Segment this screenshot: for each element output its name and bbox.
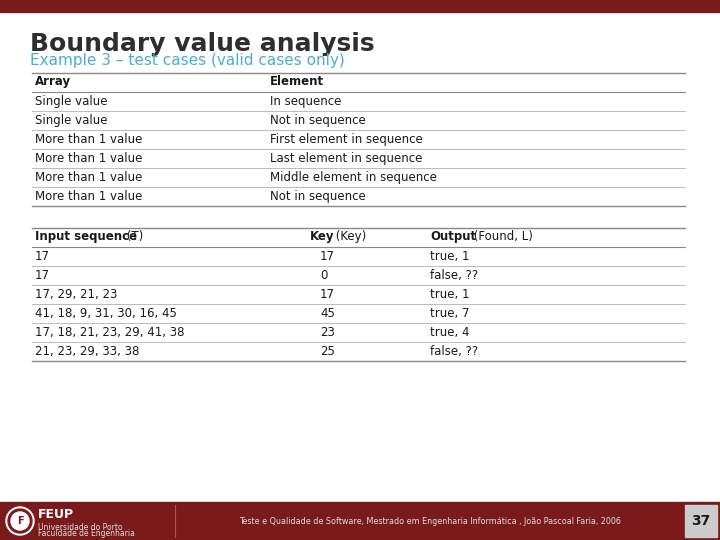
Circle shape [8,509,32,533]
Text: Universidade do Porto: Universidade do Porto [38,523,122,532]
Text: 21, 23, 29, 33, 38: 21, 23, 29, 33, 38 [35,345,140,358]
Text: (Key): (Key) [332,230,366,243]
Text: true, 1: true, 1 [430,250,469,263]
Text: true, 1: true, 1 [430,288,469,301]
Text: (T): (T) [123,230,143,243]
Text: 17: 17 [35,269,50,282]
Text: 25: 25 [320,345,335,358]
Text: Input sequence: Input sequence [35,230,137,243]
Text: Not in sequence: Not in sequence [270,114,366,127]
Text: More than 1 value: More than 1 value [35,152,143,165]
Text: Middle element in sequence: Middle element in sequence [270,171,437,184]
Text: 17, 18, 21, 23, 29, 41, 38: 17, 18, 21, 23, 29, 41, 38 [35,326,184,339]
Text: Single value: Single value [35,95,107,108]
Text: 17: 17 [320,288,335,301]
Circle shape [11,512,29,530]
Text: Output: Output [430,230,476,243]
Text: true, 4: true, 4 [430,326,469,339]
Text: Teste e Qualidade de Software, Mestrado em Engenharia Informática , João Pascoal: Teste e Qualidade de Software, Mestrado … [239,516,621,525]
Text: In sequence: In sequence [270,95,341,108]
Bar [0,0,720,12]
Bar [685,505,717,537]
Text: 17: 17 [35,250,50,263]
Text: Boundary value analysis: Boundary value analysis [30,32,374,56]
Text: true, 7: true, 7 [430,307,469,320]
Text: (Found, L): (Found, L) [470,230,533,243]
Text: More than 1 value: More than 1 value [35,171,143,184]
Bar [0,502,720,540]
Text: Not in sequence: Not in sequence [270,190,366,203]
Text: false, ??: false, ?? [430,345,478,358]
Text: FEUP: FEUP [38,509,74,522]
Text: 41, 18, 9, 31, 30, 16, 45: 41, 18, 9, 31, 30, 16, 45 [35,307,177,320]
Text: false, ??: false, ?? [430,269,478,282]
Text: Single value: Single value [35,114,107,127]
Text: Example 3 – test cases (valid cases only): Example 3 – test cases (valid cases only… [30,53,345,68]
Text: First element in sequence: First element in sequence [270,133,423,146]
Text: Element: Element [270,75,324,88]
Text: More than 1 value: More than 1 value [35,190,143,203]
Text: 17: 17 [320,250,335,263]
Text: 37: 37 [691,514,711,528]
Text: Faculdade de Engenharia: Faculdade de Engenharia [38,529,135,538]
Text: Array: Array [35,75,71,88]
Text: 0: 0 [320,269,328,282]
Text: F: F [17,516,23,525]
Text: 23: 23 [320,326,335,339]
Text: More than 1 value: More than 1 value [35,133,143,146]
Text: 17, 29, 21, 23: 17, 29, 21, 23 [35,288,117,301]
Text: Last element in sequence: Last element in sequence [270,152,423,165]
Circle shape [6,507,34,535]
Text: 45: 45 [320,307,335,320]
Text: Key: Key [310,230,335,243]
